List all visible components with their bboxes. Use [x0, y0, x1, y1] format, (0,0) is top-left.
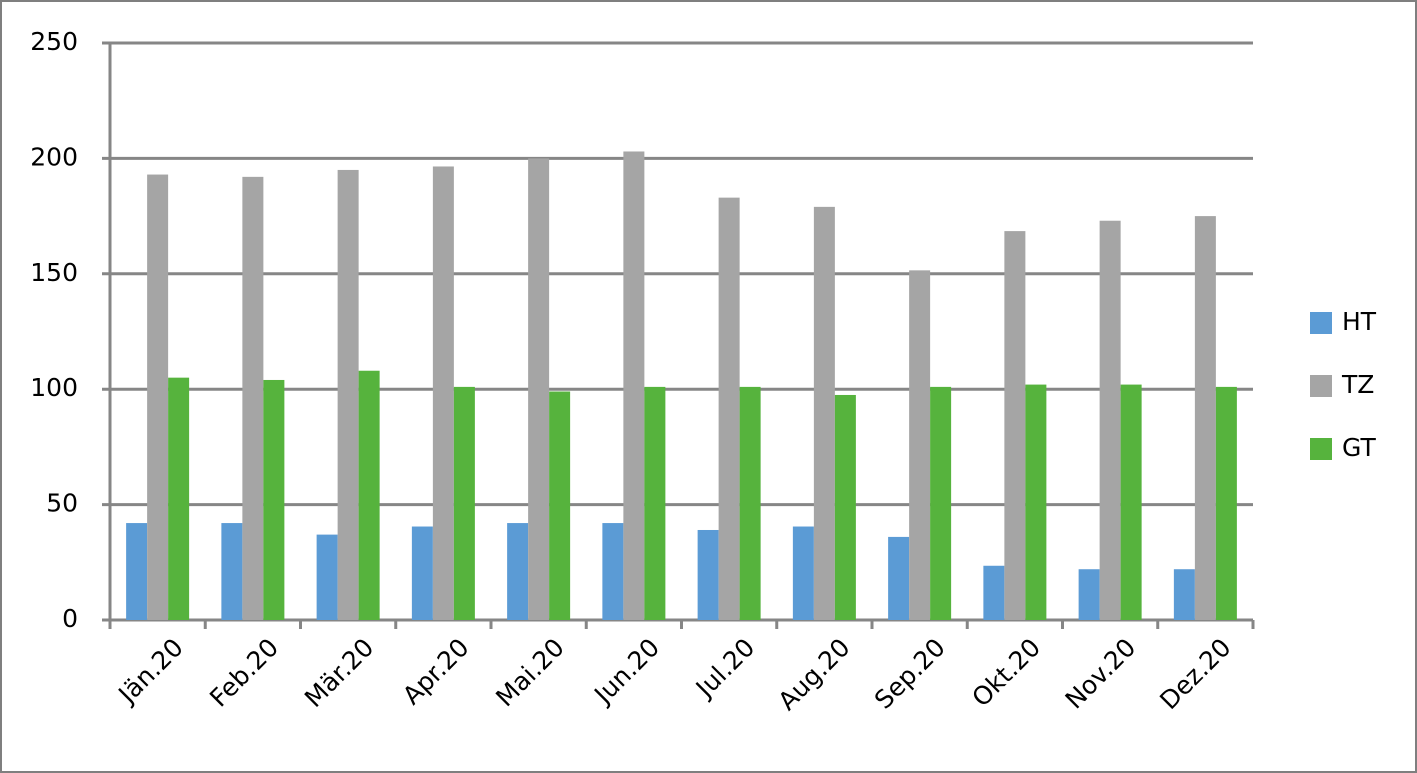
bar	[147, 174, 169, 620]
bar	[930, 386, 952, 620]
bar	[909, 270, 931, 620]
bar	[411, 526, 433, 620]
y-tick-label: 150	[30, 258, 78, 287]
bar	[242, 176, 264, 620]
legend-swatch	[1310, 438, 1332, 460]
y-tick-label: 250	[30, 27, 78, 56]
bar	[316, 534, 338, 620]
bar	[813, 206, 835, 621]
bar	[1078, 569, 1100, 620]
bar	[792, 526, 814, 620]
bar	[358, 370, 380, 620]
bar	[1194, 216, 1216, 620]
bar	[623, 151, 645, 620]
bar	[1215, 386, 1237, 620]
bar	[834, 394, 856, 620]
bar	[432, 166, 454, 620]
bar	[528, 158, 550, 620]
bar	[1025, 384, 1047, 620]
bar	[1004, 231, 1026, 621]
bar	[983, 565, 1005, 620]
legend-label: HT	[1342, 307, 1377, 336]
y-tick-label: 0	[62, 604, 78, 633]
y-tick-label: 50	[46, 489, 78, 518]
legend-label: GT	[1342, 433, 1376, 462]
bar	[549, 391, 571, 620]
bar	[697, 529, 719, 620]
y-tick-label: 200	[30, 142, 78, 171]
legend-swatch	[1310, 312, 1332, 334]
bar	[507, 523, 529, 620]
bar	[337, 169, 359, 620]
bar	[1173, 569, 1195, 620]
bar	[263, 379, 285, 620]
bar	[221, 523, 243, 620]
bar	[644, 386, 666, 620]
legend-swatch	[1310, 375, 1332, 397]
y-tick-label: 100	[30, 373, 78, 402]
legend-label: TZ	[1341, 370, 1374, 399]
bar	[602, 523, 624, 620]
bar	[1120, 384, 1142, 620]
bar	[888, 536, 910, 620]
bar	[168, 377, 190, 620]
bar	[453, 386, 475, 620]
bar	[718, 197, 740, 621]
bar	[126, 523, 148, 620]
bar	[739, 386, 761, 620]
bar	[1099, 220, 1121, 620]
